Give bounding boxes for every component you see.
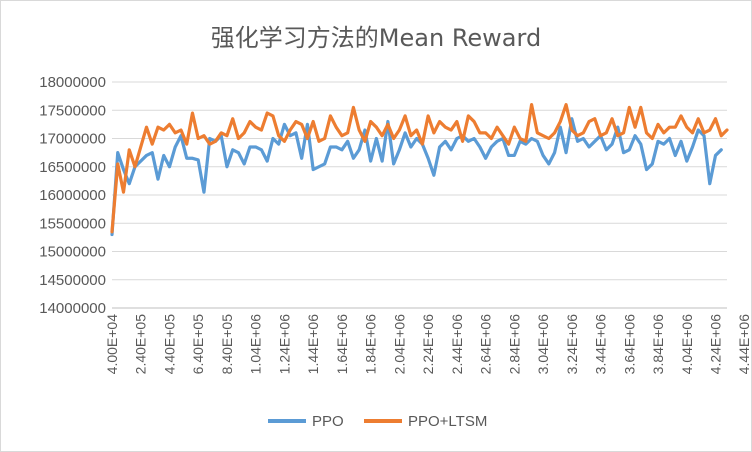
- x-tick-label: 2.04E+06: [391, 314, 407, 375]
- y-tick-label: 15000000: [39, 244, 106, 261]
- x-tick-label: 4.40E+05: [161, 314, 177, 375]
- series-lines: [110, 102, 729, 237]
- y-axis-ticks: 14000000 14500000 15000000 15500000 16000000…: [39, 74, 106, 317]
- y-tick-label: 15500000: [39, 215, 106, 232]
- y-tick-label: 17000000: [39, 131, 106, 148]
- x-axis-ticks: 4.00E+04 2.40E+05 4.40E+05 6.40E+05 8.40E+05…: [104, 314, 752, 375]
- y-tick-label: 16000000: [39, 187, 106, 204]
- x-tick-label: 2.44E+06: [449, 314, 465, 375]
- series-line-ppo-ltsm: [110, 102, 729, 234]
- y-tick-label: 18000000: [39, 74, 106, 91]
- x-tick-label: 3.04E+06: [535, 314, 551, 375]
- legend-label: PPO: [312, 413, 344, 430]
- y-tick-label: 14500000: [39, 272, 106, 289]
- x-tick-label: 6.40E+05: [190, 314, 206, 375]
- y-tick-label: 16500000: [39, 159, 106, 176]
- y-tick-label: 17500000: [39, 102, 106, 119]
- x-tick-label: 8.40E+05: [219, 314, 235, 375]
- legend-label: PPO+LTSM: [408, 413, 487, 430]
- x-tick-label: 1.84E+06: [363, 314, 379, 375]
- legend: PPO PPO+LTSM: [268, 413, 487, 430]
- x-tick-label: 3.44E+06: [593, 314, 609, 375]
- chart-title: 强化学习方法的Mean Reward: [211, 24, 541, 52]
- x-tick-label: 2.24E+06: [420, 314, 436, 375]
- x-tick-label: 2.84E+06: [506, 314, 522, 375]
- x-tick-label: 4.04E+06: [679, 314, 695, 375]
- x-tick-label: 4.00E+04: [104, 314, 120, 375]
- x-tick-label: 1.04E+06: [248, 314, 264, 375]
- x-tick-label: 2.64E+06: [478, 314, 494, 375]
- x-tick-label: 2.40E+05: [133, 314, 149, 375]
- x-tick-label: 3.24E+06: [564, 314, 580, 375]
- y-tick-label: 14000000: [39, 300, 106, 317]
- x-tick-label: 1.24E+06: [276, 314, 292, 375]
- x-tick-label: 4.44E+06: [736, 314, 752, 375]
- x-tick-label: 3.64E+06: [621, 314, 637, 375]
- x-tick-label: 1.64E+06: [334, 314, 350, 375]
- x-tick-label: 3.84E+06: [650, 314, 666, 375]
- x-tick-label: 4.24E+06: [708, 314, 724, 375]
- x-tick-label: 1.44E+06: [305, 314, 321, 375]
